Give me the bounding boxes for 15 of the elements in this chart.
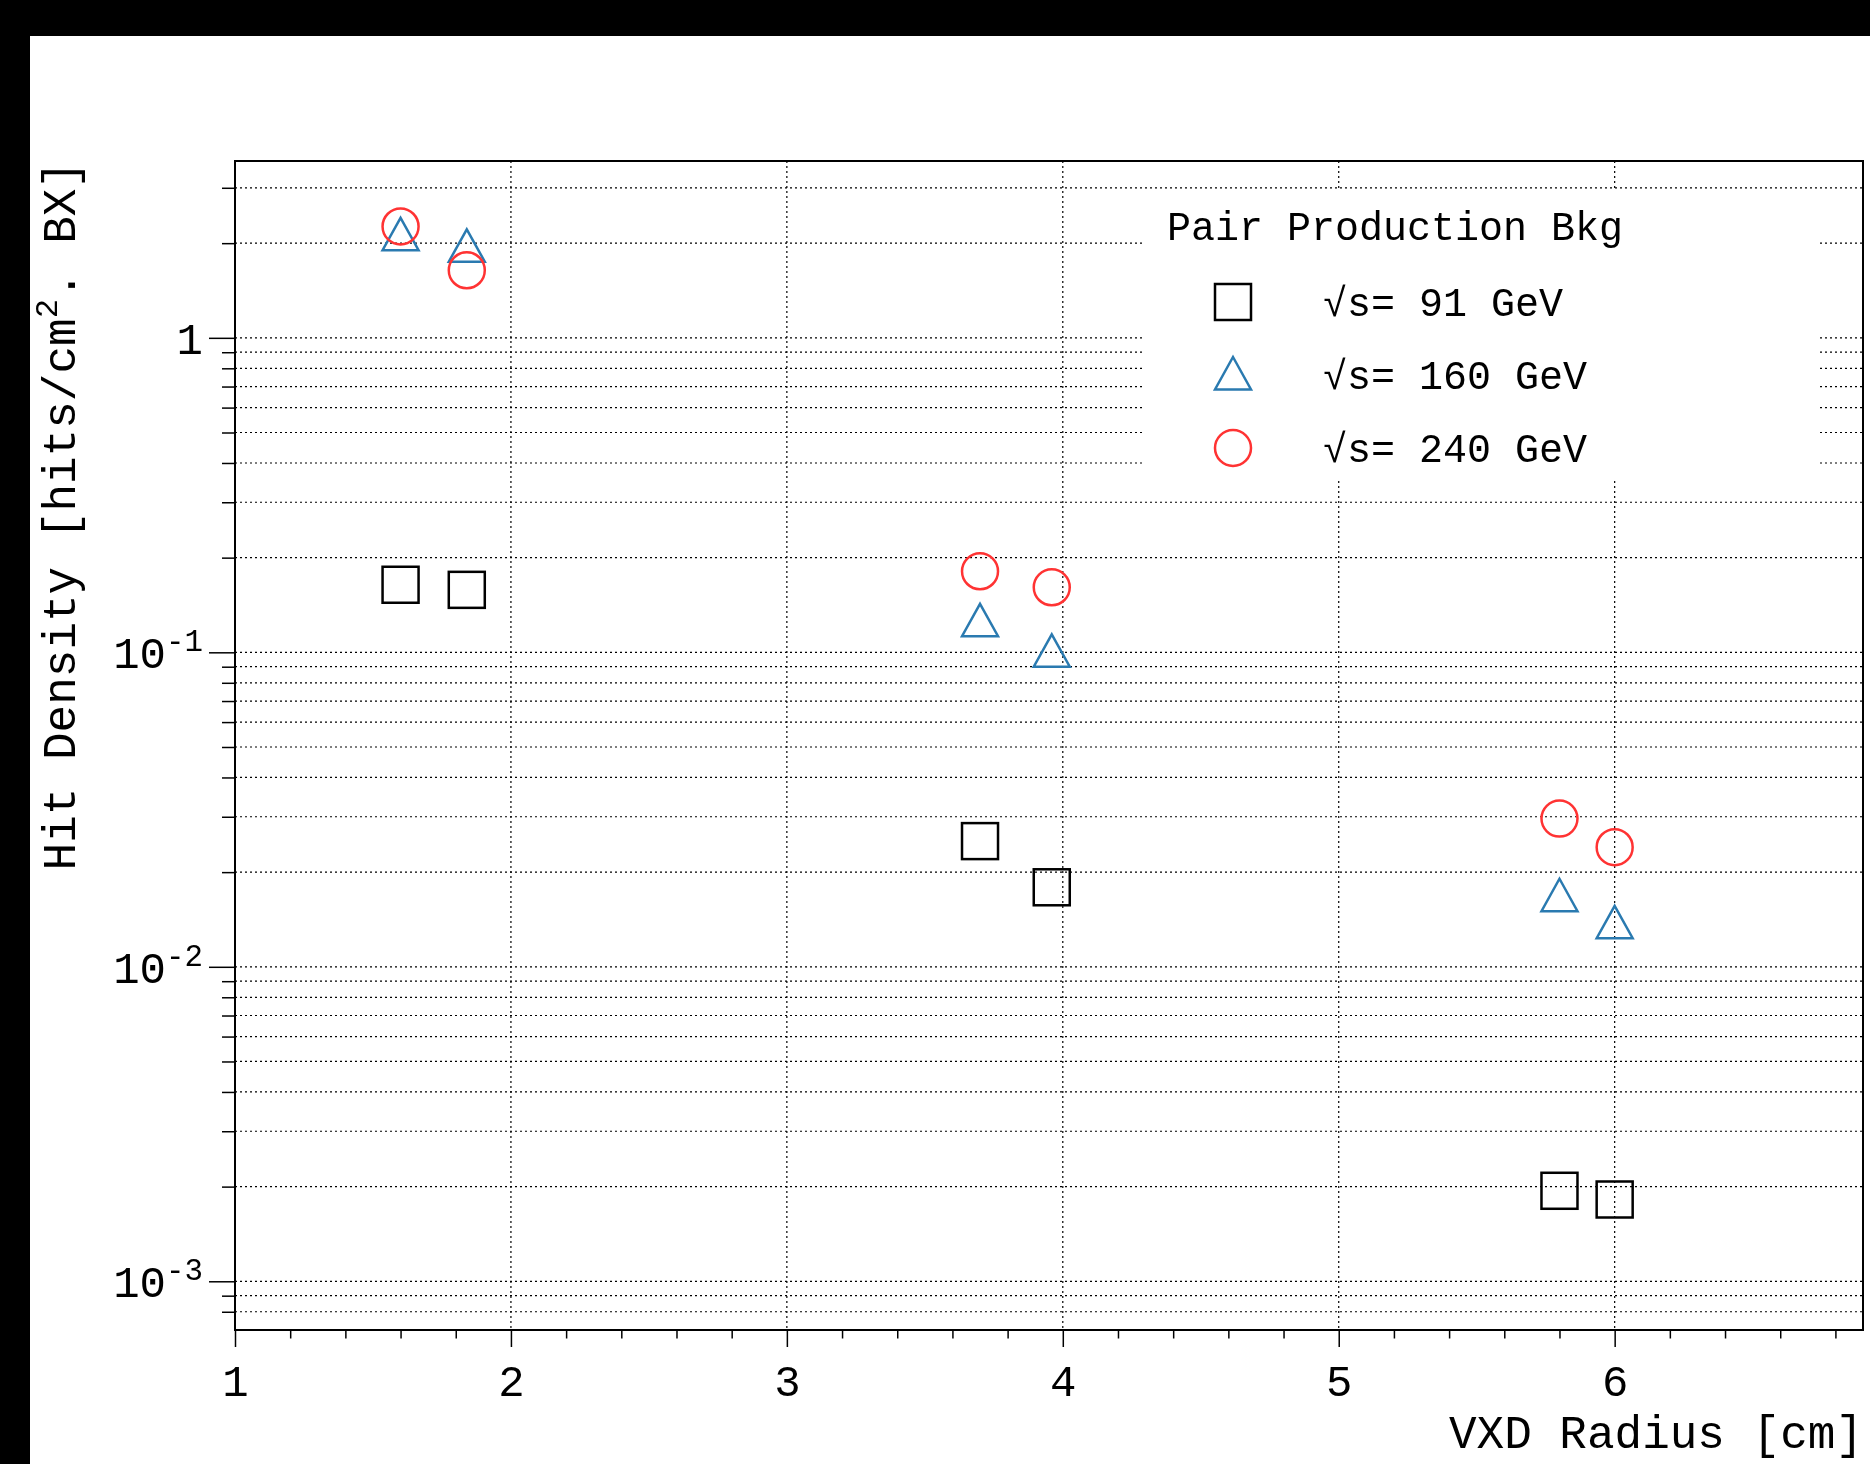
x-tick-label: 4: [1050, 1359, 1077, 1409]
x-axis-title: VXD Radius [cm]: [1448, 1410, 1863, 1462]
legend-label: √s= 91 GeV: [1323, 283, 1564, 328]
y-tick-label: 10$^{-1}$: [113, 624, 203, 682]
y-tick-label: 10$^{-2}$: [113, 939, 203, 996]
y-tick-label: 10$^{-3}$: [113, 1253, 203, 1311]
x-tick-label: 5: [1326, 1359, 1353, 1409]
y-tick-label: 1: [176, 316, 203, 367]
x-tick-label: 6: [1601, 1359, 1629, 1409]
legend-title: Pair Production Bkg: [1167, 207, 1624, 252]
x-tick-label: 2: [498, 1359, 525, 1409]
x-tick-label: 1: [222, 1359, 249, 1409]
legend-label: √s= 240 GeV: [1323, 429, 1588, 474]
x-tick-label: 3: [774, 1359, 801, 1409]
legend-label: √s= 160 GeV: [1323, 356, 1588, 401]
